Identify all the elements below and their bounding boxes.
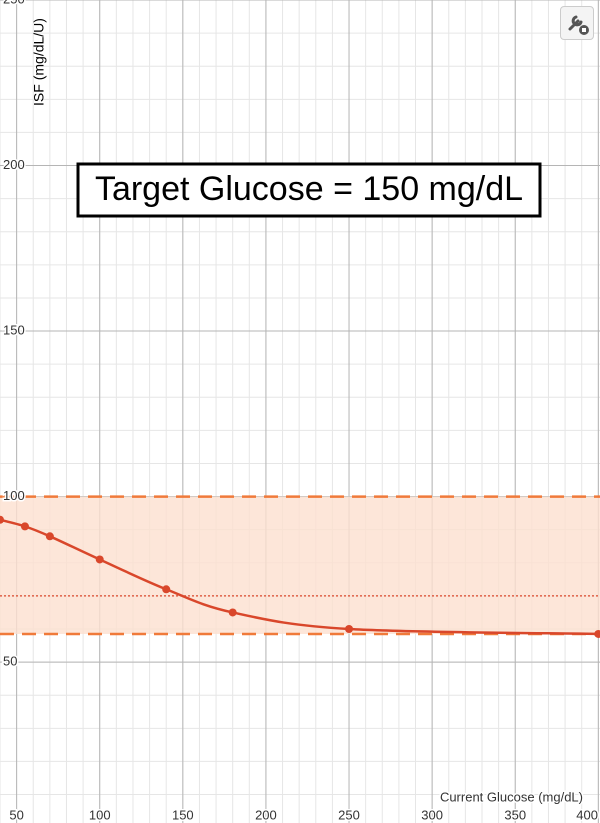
data-point bbox=[594, 629, 600, 638]
x-tick-label: 100 bbox=[89, 807, 111, 822]
data-point bbox=[95, 555, 104, 564]
y-axis-label: ISF (mg/dL/U) bbox=[31, 18, 47, 106]
wrench-icon bbox=[568, 15, 589, 35]
shaded-band bbox=[0, 496, 600, 634]
x-tick-label: 350 bbox=[504, 807, 526, 822]
x-tick-label: 200 bbox=[255, 807, 277, 822]
y-tick-label: 100 bbox=[3, 488, 25, 503]
data-point bbox=[162, 585, 171, 594]
annotation: Target Glucose = 150 mg/dL bbox=[95, 170, 523, 208]
x-tick-label: 250 bbox=[338, 807, 360, 822]
x-axis-label: Current Glucose (mg/dL) bbox=[440, 789, 583, 804]
x-tick-label: 150 bbox=[172, 807, 194, 822]
data-point bbox=[345, 625, 354, 634]
y-tick-label: 200 bbox=[3, 157, 25, 172]
annotation-box bbox=[76, 162, 542, 218]
settings-button[interactable] bbox=[560, 6, 594, 40]
data-point bbox=[228, 608, 237, 617]
x-tick-label: 400 bbox=[576, 807, 598, 822]
y-tick-label: 250 bbox=[3, 0, 25, 6]
data-point bbox=[20, 522, 29, 531]
x-tick-label: 300 bbox=[421, 807, 443, 822]
y-tick-label: 50 bbox=[3, 654, 17, 669]
marks bbox=[0, 495, 600, 638]
data-point bbox=[45, 532, 54, 541]
y-tick-label: 150 bbox=[3, 322, 25, 337]
x-tick-label: 50 bbox=[9, 807, 23, 822]
data-point bbox=[0, 515, 4, 524]
